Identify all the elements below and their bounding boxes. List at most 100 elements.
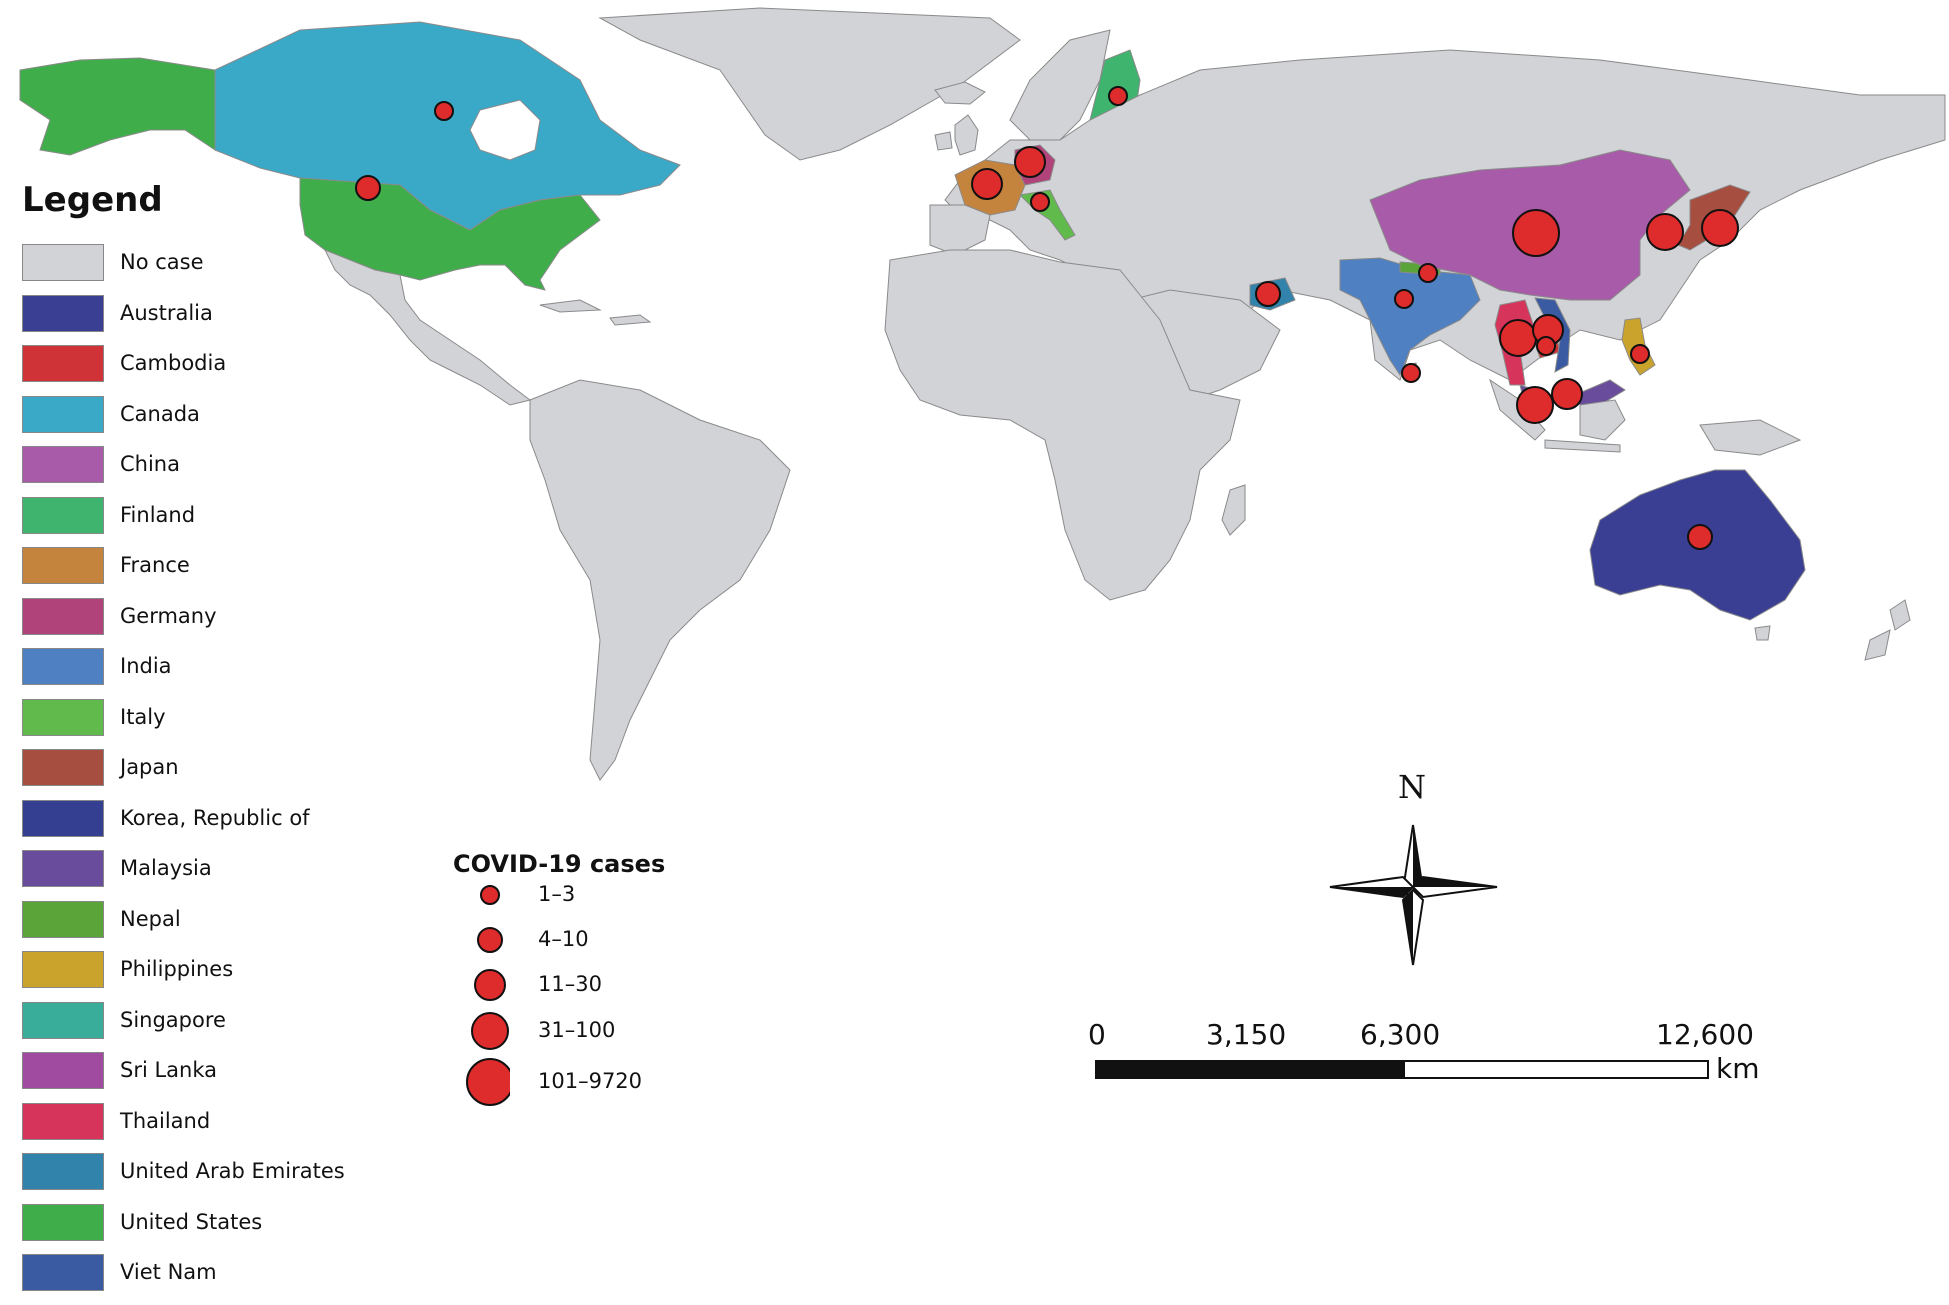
legend-swatch [22,1153,104,1190]
legend-swatch [22,496,104,534]
cases-legend-label: 1–3 [538,882,576,906]
land-new-guinea [1699,419,1802,456]
legend-swatch [22,547,104,584]
legend-label: Cambodia [120,351,227,375]
case-bubble-united-states [355,175,381,201]
case-bubble-sri-lanka [1401,363,1421,383]
land-south-america [529,379,791,781]
case-bubble-canada [434,101,454,121]
case-bubble-united-arab-emirates [1255,281,1281,307]
land-new-zealand [1864,599,1911,661]
legend-label: Australia [120,300,213,325]
compass-rose-icon [1329,824,1498,966]
legend-swatch [22,951,104,988]
legend-swatch [22,1052,104,1089]
legend-label: Singapore [120,1007,226,1032]
scale-tick-3: 12,600 [1656,1018,1754,1051]
cases-legend-row: 11–30 [450,960,602,1014]
legend-label: Viet Nam [120,1260,217,1284]
land-iberia [929,204,991,256]
case-bubble-philippines [1630,344,1650,364]
land-tasmania [1754,625,1771,641]
legend-label: Japan [120,755,179,779]
scale-tick-1: 3,150 [1206,1018,1287,1051]
legend-swatch [22,395,104,433]
case-bubble-thailand [1499,319,1537,357]
legend-swatch [22,597,104,635]
legend-label: United States [120,1209,263,1234]
legend-swatch [22,799,104,837]
case-bubble-singapore [1516,386,1554,424]
cases-legend-row: 4–10 [450,915,589,969]
legend-label: Philippines [120,957,234,981]
cases-legend-row: 101–9720 [450,1057,642,1111]
legend-swatch [22,1254,104,1291]
cases-legend-label: 31–100 [538,1018,616,1042]
land-africa [884,249,1241,601]
land-caribbean [539,299,602,313]
legend-swatch [22,294,104,332]
land-madagascar [1221,484,1246,536]
legend-label: Nepal [120,906,181,931]
case-bubble-finland [1108,86,1128,106]
case-bubble-germany [1014,146,1046,178]
legend-label: United Arab Emirates [120,1159,345,1183]
legend-label: France [120,553,190,577]
case-bubbles [355,86,1739,550]
cases-legend-bubble [466,1058,514,1106]
legend-label: Sri Lanka [120,1058,218,1082]
legend-label: Thailand [120,1108,211,1133]
compass-north-label: N [1398,768,1426,806]
land-indonesia-borneo [1579,399,1626,441]
legend-label: Malaysia [120,856,212,880]
legend-swatch [22,648,104,685]
legend-label: China [120,452,180,476]
legend-swatch [22,345,104,382]
land-uk [954,114,979,156]
case-bubble-australia [1687,524,1713,550]
legend-label: Korea, Republic of [120,805,310,830]
cases-legend-bubble [474,969,506,1001]
case-bubble-india [1394,289,1414,309]
cases-legend-bubble [477,927,503,953]
legend-swatch [22,244,104,281]
land-mexico-central-america [323,249,532,406]
legend-swatch [22,850,104,887]
country-india [1339,257,1481,377]
legend-swatch [22,749,104,786]
land-ireland [934,131,953,151]
cases-legend-title: COVID-19 cases [453,850,666,878]
legend-swatch [22,1001,104,1039]
case-bubble-france [971,168,1003,200]
legend-label: India [120,654,172,678]
land-iceland [934,81,986,105]
legend-swatch [22,1102,104,1140]
scale-tick-0: 0 [1088,1018,1106,1051]
case-bubble-china [1512,209,1560,257]
legend-swatch [22,1203,104,1241]
case-bubble-nepal [1418,263,1438,283]
legend-label: No case [120,250,204,274]
legend-swatch [22,698,104,736]
legend-title: Legend [22,180,163,220]
country-united-states-alaska [19,57,216,156]
legend-label: Finland [120,502,196,527]
cases-legend-row: 1–3 [450,870,575,924]
cases-legend-label: 4–10 [538,927,589,951]
legend-swatch [22,900,104,938]
legend-label: Italy [120,704,166,729]
case-bubble-korea-republic-of [1646,213,1684,251]
case-bubble-italy [1030,192,1050,212]
legend-label: Germany [120,603,217,628]
land-greenland [598,7,1021,161]
scale-tick-2: 6,300 [1360,1018,1441,1051]
case-bubble-cambodia [1536,336,1556,356]
cases-legend-label: 11–30 [538,972,602,996]
cases-legend-bubble [480,885,500,905]
scale-bar [1095,1060,1709,1079]
cases-legend-row: 31–100 [450,1006,615,1060]
cases-legend-label: 101–9720 [538,1069,643,1093]
land-indonesia-java [1544,439,1621,453]
scale-unit: km [1716,1052,1760,1085]
